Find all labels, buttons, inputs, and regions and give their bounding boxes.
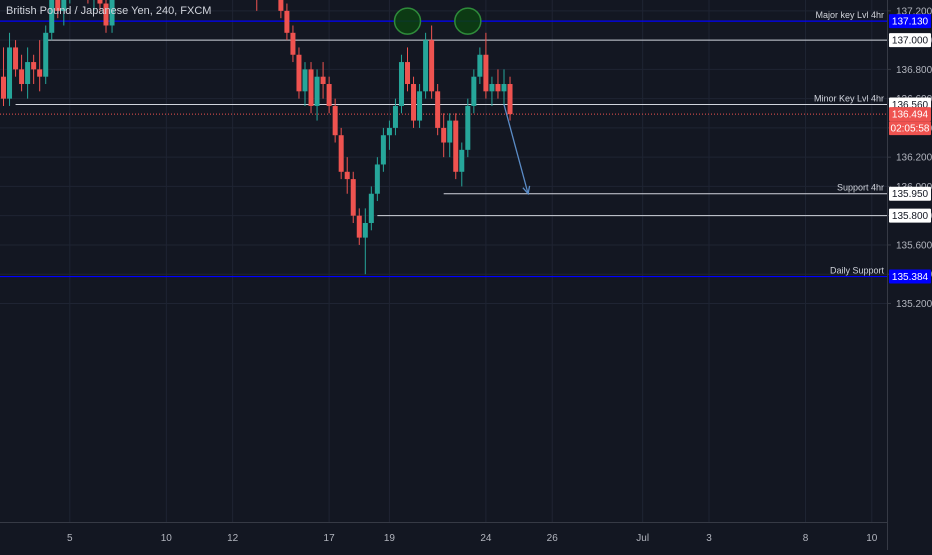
candle-down[interactable] <box>441 127 447 143</box>
key-level-badge[interactable] <box>889 14 931 29</box>
candle-down[interactable] <box>31 62 37 70</box>
candle-down[interactable] <box>55 0 61 11</box>
x-tick-label: 10 <box>161 533 173 544</box>
candle-down[interactable] <box>344 171 350 180</box>
candle-up[interactable] <box>465 105 471 150</box>
candle-up[interactable] <box>423 40 429 92</box>
level-annotation: Major key Lvl 4hr <box>815 10 884 20</box>
candle-up[interactable] <box>302 69 308 92</box>
candle-up[interactable] <box>447 120 453 143</box>
level-badge[interactable] <box>889 186 931 201</box>
candle-down[interactable] <box>97 0 103 4</box>
candle-up[interactable] <box>374 164 380 194</box>
y-tick-label: 136.200 <box>896 153 932 164</box>
candle-down[interactable] <box>19 69 25 85</box>
y-tick-label: 137.200 <box>896 6 932 17</box>
candle-up[interactable] <box>380 135 386 165</box>
candle-up[interactable] <box>392 105 398 128</box>
candle-down[interactable] <box>429 40 435 92</box>
candle-down[interactable] <box>350 179 356 216</box>
candle-up[interactable] <box>459 149 465 172</box>
candle-down[interactable] <box>37 69 43 77</box>
candle-up[interactable] <box>109 0 115 26</box>
candle-up[interactable] <box>314 76 320 106</box>
x-tick-label: 5 <box>67 533 73 544</box>
candle-down[interactable] <box>356 215 362 238</box>
y-tick-label: 135.600 <box>896 240 932 251</box>
candle-down[interactable] <box>326 84 332 106</box>
candle-up[interactable] <box>489 84 495 92</box>
candle-down[interactable] <box>296 54 302 92</box>
key-level-badge-label: 137.130 <box>892 17 929 28</box>
x-tick-label: 17 <box>324 533 336 544</box>
projection-arrow[interactable] <box>503 104 529 194</box>
candle-up[interactable] <box>25 62 31 85</box>
x-tick-label: 12 <box>227 533 239 544</box>
candle-up[interactable] <box>471 76 477 106</box>
current-price-badge[interactable] <box>889 107 931 122</box>
x-tick-label: 8 <box>803 533 809 544</box>
x-tick-label: Jul <box>636 533 649 544</box>
candle-up[interactable] <box>386 127 392 136</box>
candle-up[interactable] <box>477 54 483 77</box>
x-tick-label: 24 <box>480 533 492 544</box>
chart-title: British Pound / Japanese Yen, 240, FXCM <box>6 5 212 17</box>
candle-down[interactable] <box>290 32 296 55</box>
level-annotation: Minor Key Lvl 4hr <box>814 93 884 103</box>
candle-down[interactable] <box>405 62 411 85</box>
candle-up[interactable] <box>362 222 368 238</box>
level-badge-label: 135.950 <box>892 189 929 200</box>
candle-down[interactable] <box>103 3 109 26</box>
x-tick-label: 26 <box>547 533 559 544</box>
candle-down[interactable] <box>411 84 417 121</box>
candle-up[interactable] <box>398 62 404 106</box>
candle-up[interactable] <box>417 91 423 121</box>
candle-down[interactable] <box>1 76 6 99</box>
candle-down[interactable] <box>332 105 338 136</box>
key-level-badge-label: 135.384 <box>892 272 929 283</box>
key-level-badge[interactable] <box>889 269 931 284</box>
level-annotation: Daily Support <box>830 266 885 276</box>
candle-down[interactable] <box>284 10 290 33</box>
y-tick-label: 136.800 <box>896 65 932 76</box>
level-badge-label: 137.000 <box>892 36 929 47</box>
candle-down[interactable] <box>507 84 513 115</box>
marker-circle[interactable] <box>454 7 482 35</box>
candle-down[interactable] <box>308 69 314 106</box>
x-tick-label: 10 <box>866 533 878 544</box>
candle-down[interactable] <box>13 47 19 70</box>
candle-down[interactable] <box>278 0 284 11</box>
marker-circle[interactable] <box>393 7 422 35</box>
candle-up[interactable] <box>368 193 374 223</box>
candle-down[interactable] <box>483 54 489 92</box>
countdown-badge <box>889 121 931 136</box>
y-tick-label: 135.200 <box>896 299 932 310</box>
candle-up[interactable] <box>501 84 507 92</box>
candle-up[interactable] <box>61 0 67 11</box>
candle-up[interactable] <box>7 47 13 99</box>
projection-arrow-head <box>522 185 531 196</box>
candle-down[interactable] <box>435 91 441 128</box>
level-badge[interactable] <box>889 208 931 223</box>
candle-down[interactable] <box>453 120 459 172</box>
time-axis-panel <box>0 522 887 550</box>
candle-up[interactable] <box>43 32 49 77</box>
current-price-badge-label: 136.494 <box>892 110 929 121</box>
candle-down[interactable] <box>320 76 326 85</box>
candle-up[interactable] <box>49 0 55 33</box>
level-badge-label: 136.560 <box>892 100 929 111</box>
level-annotation: Support 4hr <box>837 183 884 193</box>
x-tick-label: 19 <box>384 533 396 544</box>
x-tick-label: 3 <box>706 533 712 544</box>
level-badge[interactable] <box>889 33 931 48</box>
candle-down[interactable] <box>495 84 501 92</box>
level-badge-label: 135.800 <box>892 211 929 222</box>
countdown-label: 02:05:58 <box>891 124 930 135</box>
candle-down[interactable] <box>338 135 344 172</box>
